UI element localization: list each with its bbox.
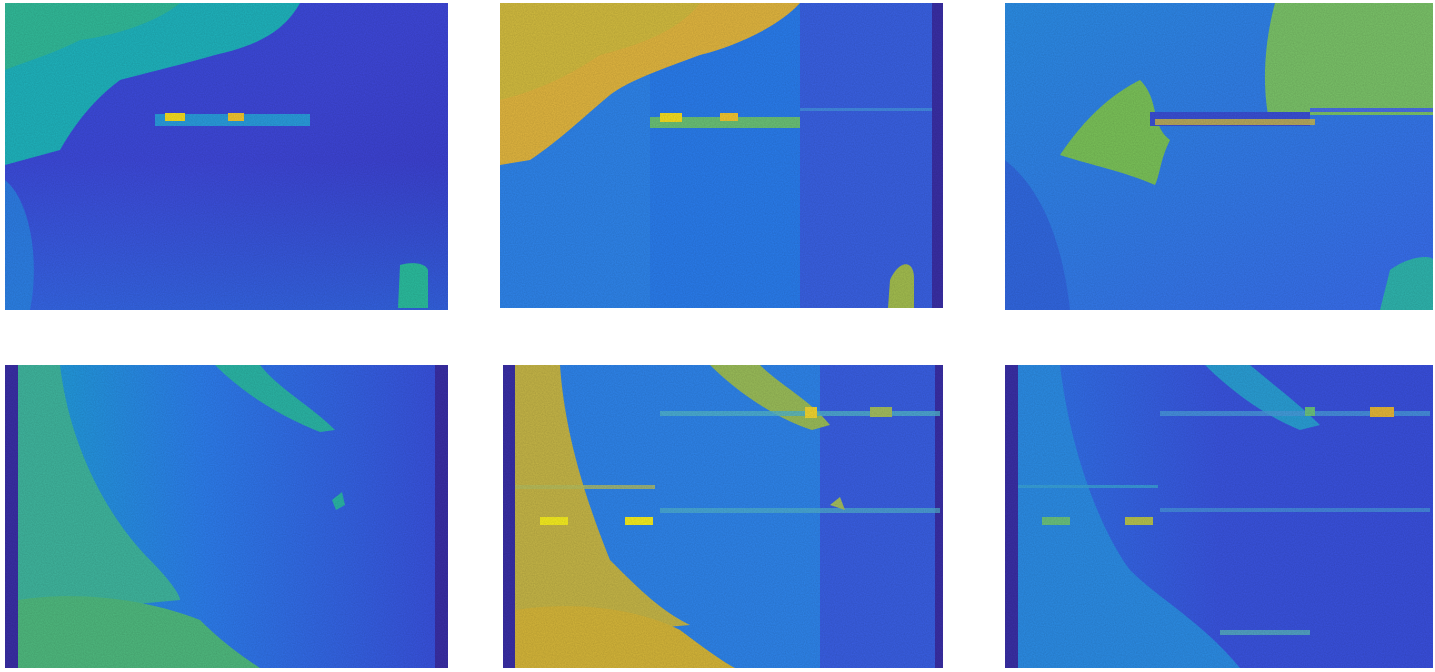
panel [1005, 365, 1433, 668]
region [1005, 3, 1433, 310]
panel [503, 365, 943, 668]
panel [5, 3, 448, 310]
panel [1005, 3, 1433, 310]
panel [500, 3, 943, 308]
region [5, 365, 448, 668]
region [503, 365, 943, 668]
region [1005, 365, 1433, 668]
heatmap-grid [0, 0, 1435, 672]
region [500, 3, 943, 308]
panel [5, 365, 448, 668]
region [5, 3, 448, 310]
page: (() => { const data = JSON.parse(documen… [0, 0, 1435, 672]
